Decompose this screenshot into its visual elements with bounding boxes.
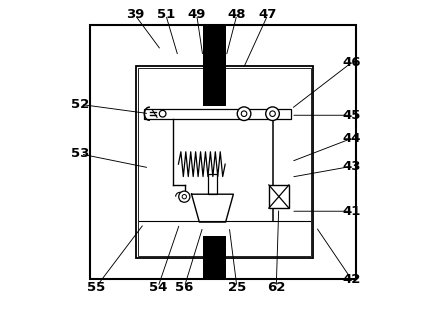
Text: 55: 55 bbox=[87, 281, 105, 294]
Circle shape bbox=[179, 191, 190, 202]
Text: 41: 41 bbox=[342, 205, 361, 218]
Text: 47: 47 bbox=[259, 8, 277, 21]
Text: 44: 44 bbox=[342, 132, 361, 145]
Bar bbox=[144, 109, 291, 119]
Bar bbox=[203, 66, 226, 106]
Text: 53: 53 bbox=[71, 147, 90, 160]
Text: 45: 45 bbox=[342, 109, 361, 122]
Circle shape bbox=[241, 111, 247, 117]
Text: 25: 25 bbox=[228, 281, 246, 294]
Text: 62: 62 bbox=[267, 281, 285, 294]
Bar bbox=[269, 185, 289, 208]
Text: 46: 46 bbox=[342, 56, 361, 69]
Circle shape bbox=[182, 194, 186, 199]
Bar bbox=[203, 258, 226, 279]
Bar bbox=[208, 174, 217, 194]
Bar bbox=[203, 26, 226, 66]
Text: 42: 42 bbox=[342, 273, 361, 286]
Text: 48: 48 bbox=[227, 8, 246, 21]
Text: 54: 54 bbox=[149, 281, 167, 294]
Circle shape bbox=[159, 110, 166, 117]
Text: 52: 52 bbox=[71, 98, 90, 111]
Bar bbox=[136, 66, 313, 258]
Text: 51: 51 bbox=[157, 8, 175, 21]
Text: 43: 43 bbox=[342, 160, 361, 173]
Bar bbox=[203, 236, 226, 258]
Circle shape bbox=[266, 107, 279, 121]
Circle shape bbox=[270, 111, 275, 117]
Text: 49: 49 bbox=[187, 8, 206, 21]
Bar bbox=[90, 26, 356, 279]
Text: 56: 56 bbox=[175, 281, 194, 294]
Bar bbox=[138, 67, 311, 256]
Text: 39: 39 bbox=[126, 8, 144, 21]
Circle shape bbox=[237, 107, 251, 121]
